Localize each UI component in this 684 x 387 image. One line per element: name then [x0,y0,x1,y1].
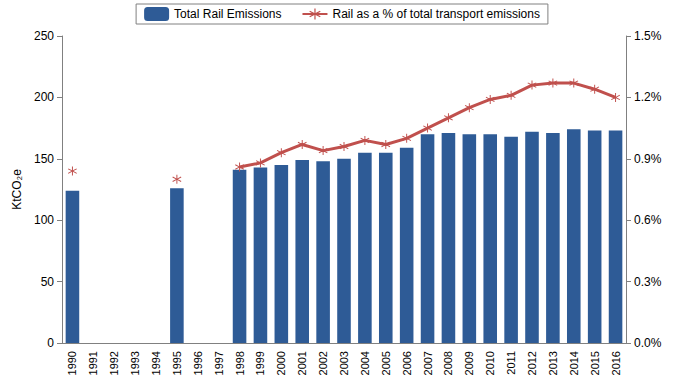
svg-text:1993: 1993 [129,351,141,375]
svg-text:1992: 1992 [108,351,120,375]
svg-text:250: 250 [34,29,54,43]
svg-text:2009: 2009 [463,351,475,375]
svg-text:1995: 1995 [171,351,183,375]
svg-text:KtCO₂e: KtCO₂e [10,169,24,210]
svg-text:Total Rail Emissions: Total Rail Emissions [174,7,281,21]
svg-text:2012: 2012 [526,351,538,375]
svg-text:1991: 1991 [87,351,99,375]
svg-text:1996: 1996 [192,351,204,375]
svg-text:2007: 2007 [422,351,434,375]
svg-text:2002: 2002 [317,351,329,375]
svg-text:50: 50 [41,275,55,289]
svg-text:1.2%: 1.2% [634,90,662,104]
svg-text:0.3%: 0.3% [634,275,662,289]
svg-text:2014: 2014 [568,351,580,375]
svg-text:200: 200 [34,90,54,104]
svg-text:2003: 2003 [338,351,350,375]
svg-text:2000: 2000 [275,351,287,375]
svg-text:0.0%: 0.0% [634,336,662,350]
svg-text:2013: 2013 [547,351,559,375]
svg-text:2011: 2011 [505,351,517,375]
svg-text:Rail as a % of total transport: Rail as a % of total transport emissions [332,7,539,21]
svg-text:1999: 1999 [254,351,266,375]
svg-text:2004: 2004 [359,351,371,375]
svg-text:2008: 2008 [442,351,454,375]
svg-text:150: 150 [34,152,54,166]
svg-text:0.9%: 0.9% [634,152,662,166]
svg-text:2005: 2005 [380,351,392,375]
svg-text:0.6%: 0.6% [634,213,662,227]
svg-text:1990: 1990 [66,351,78,375]
svg-text:2016: 2016 [610,351,622,375]
svg-text:1998: 1998 [234,351,246,375]
svg-text:2001: 2001 [296,351,308,375]
svg-text:1994: 1994 [150,351,162,375]
svg-text:100: 100 [34,213,54,227]
svg-text:2006: 2006 [401,351,413,375]
svg-text:2015: 2015 [589,351,601,375]
svg-text:0: 0 [47,336,54,350]
svg-text:1997: 1997 [213,351,225,375]
svg-text:2010: 2010 [484,351,496,375]
svg-text:1.5%: 1.5% [634,29,662,43]
